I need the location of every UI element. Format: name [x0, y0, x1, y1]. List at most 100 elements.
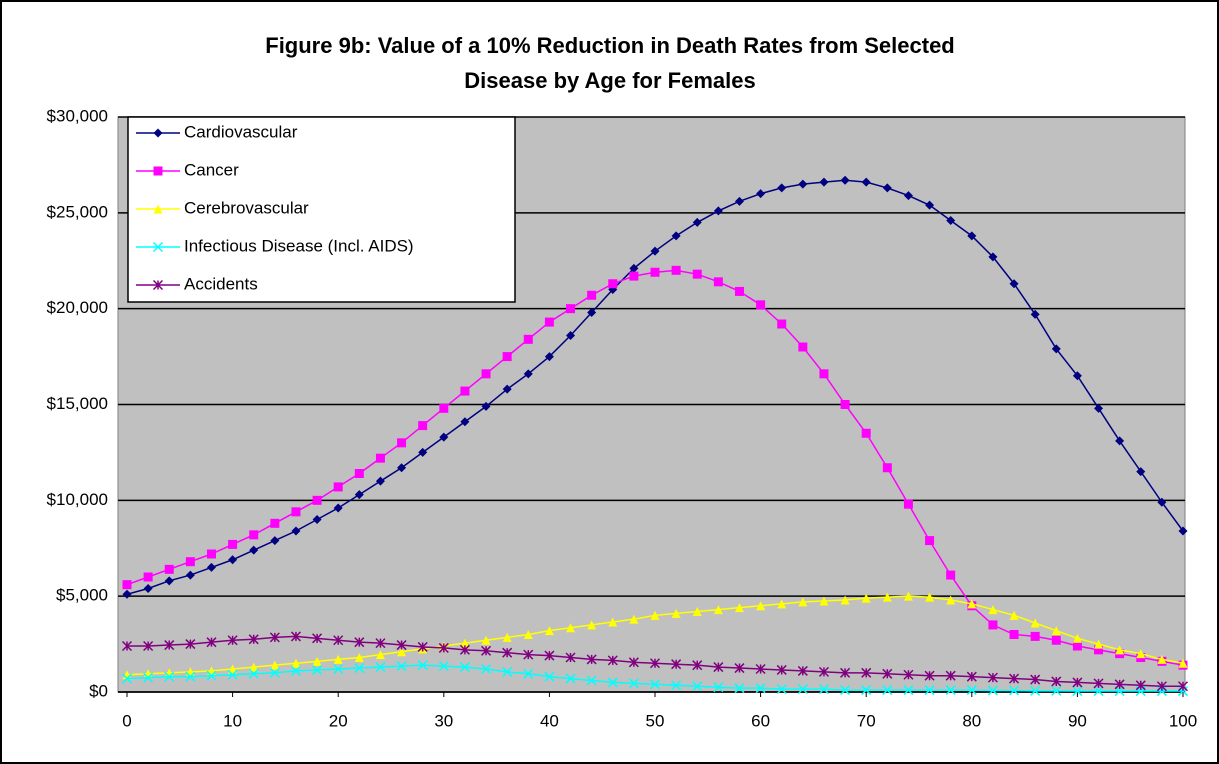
point	[375, 662, 386, 673]
point	[291, 526, 301, 536]
point	[1051, 626, 1061, 636]
point	[312, 656, 322, 666]
point	[1136, 467, 1146, 477]
point	[861, 667, 872, 678]
point	[903, 191, 913, 201]
point	[861, 685, 872, 696]
point	[713, 605, 723, 615]
point	[734, 683, 745, 694]
point	[481, 645, 492, 656]
point	[713, 662, 724, 673]
point	[777, 599, 787, 609]
x-tick-label: 30	[434, 711, 453, 730]
point	[608, 617, 618, 627]
point	[776, 684, 787, 695]
y-tick-label: $15,000	[47, 394, 108, 413]
point	[1072, 686, 1083, 697]
point	[1072, 371, 1082, 381]
point	[903, 669, 914, 680]
point	[713, 206, 723, 216]
point	[566, 623, 576, 633]
x-tick-label: 0	[122, 711, 131, 730]
y-tick-label: $5,000	[56, 586, 108, 605]
point	[185, 570, 195, 580]
point	[819, 596, 829, 606]
point	[713, 682, 724, 693]
y-tick-label: $20,000	[47, 298, 108, 317]
chart-title: Figure 9b: Value of a 10% Reduction in D…	[265, 33, 955, 58]
point	[1009, 610, 1019, 620]
point	[587, 620, 597, 630]
point	[354, 469, 364, 478]
point	[1030, 631, 1040, 641]
point	[460, 417, 470, 427]
point	[227, 669, 238, 680]
point	[671, 231, 681, 241]
point	[967, 231, 977, 241]
point	[840, 595, 850, 605]
point	[502, 632, 512, 642]
point	[312, 664, 323, 675]
point	[523, 369, 533, 379]
point	[818, 684, 829, 695]
point	[713, 277, 723, 287]
x-tick-label: 90	[1068, 711, 1087, 730]
point	[1072, 677, 1083, 688]
point	[988, 605, 998, 615]
point	[418, 421, 428, 431]
point	[1135, 680, 1146, 691]
point	[840, 175, 850, 185]
point	[375, 476, 385, 486]
point	[756, 601, 766, 611]
point	[882, 463, 892, 473]
point	[502, 384, 512, 394]
point	[1051, 635, 1061, 645]
point	[671, 680, 682, 691]
point	[185, 557, 195, 567]
point	[333, 503, 343, 513]
point	[882, 592, 892, 602]
x-tick-label: 80	[962, 711, 981, 730]
point	[1051, 344, 1061, 354]
point	[1030, 685, 1041, 696]
x-tick-label: 20	[329, 711, 348, 730]
point	[777, 319, 787, 329]
point	[523, 668, 534, 679]
point	[861, 428, 871, 438]
point	[1009, 685, 1020, 696]
point	[206, 562, 216, 572]
point	[755, 683, 766, 694]
point	[628, 657, 639, 668]
point	[925, 536, 935, 546]
point	[650, 246, 660, 256]
x-tick-label: 10	[223, 711, 242, 730]
point	[903, 591, 913, 601]
point	[650, 610, 660, 620]
point	[1115, 436, 1125, 446]
point	[397, 438, 407, 448]
point	[987, 685, 998, 696]
point	[143, 672, 154, 683]
point	[481, 635, 491, 645]
point	[1030, 309, 1040, 319]
point	[945, 670, 956, 681]
point	[755, 663, 766, 675]
point	[671, 659, 682, 670]
point	[1094, 639, 1104, 649]
point	[608, 279, 618, 289]
point	[798, 597, 808, 607]
point	[987, 672, 998, 683]
point	[290, 631, 301, 642]
point	[523, 334, 533, 344]
point	[269, 632, 280, 643]
x-tick-label: 40	[540, 711, 559, 730]
point	[122, 580, 132, 590]
point	[312, 633, 323, 644]
point	[544, 671, 555, 682]
chart-subtitle: Disease by Age for Females	[464, 68, 755, 93]
point	[122, 589, 132, 599]
point	[1115, 645, 1125, 655]
point	[756, 300, 766, 310]
point	[354, 637, 365, 648]
